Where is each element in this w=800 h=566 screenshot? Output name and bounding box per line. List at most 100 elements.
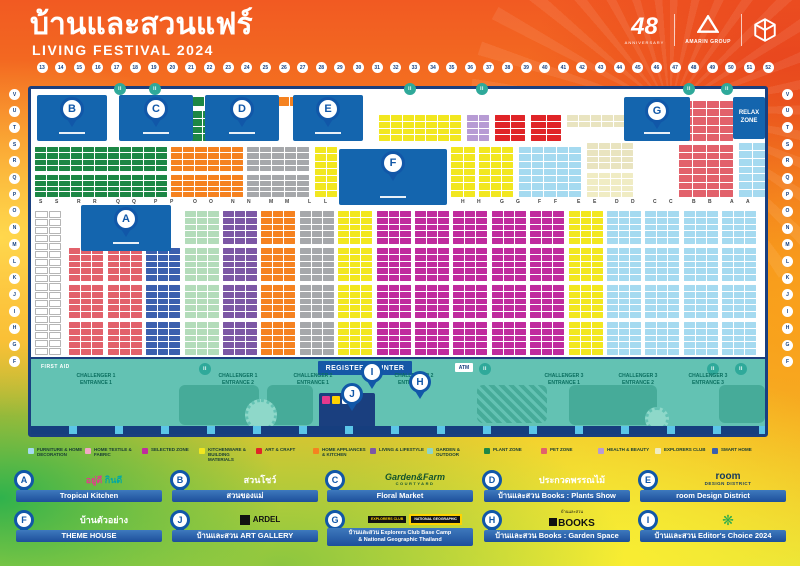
booth-cell <box>92 254 103 261</box>
booth-cell <box>580 298 592 305</box>
booth-cell <box>388 254 400 261</box>
booth-cell <box>311 349 323 355</box>
booth-cell <box>610 191 622 197</box>
booth-cell <box>300 238 311 244</box>
booth-cell <box>531 147 544 154</box>
booth-cell <box>400 261 411 268</box>
booth-cell <box>645 211 656 217</box>
booth-cell <box>706 182 720 190</box>
category-label: Garden & Outdoor <box>436 447 461 458</box>
booth-cell <box>476 291 487 298</box>
booth-cell <box>361 305 372 312</box>
booth-cell <box>361 298 372 305</box>
booth-cell <box>169 335 180 342</box>
booth-cell <box>223 335 234 342</box>
booth-cell <box>556 168 569 176</box>
zone-name-bar-B: สวนของแม่ <box>172 490 318 502</box>
booth-cell <box>272 159 284 165</box>
booth-block-khaki <box>567 115 625 127</box>
booth-cell <box>415 349 426 355</box>
booth-cell <box>530 248 541 254</box>
booth-cell <box>69 291 80 298</box>
booth-cell <box>695 285 707 291</box>
booth-cell <box>35 243 48 251</box>
entrance-label-6: CHALLENGER 3 ENTRANCE 2 <box>603 373 673 387</box>
booth-cell <box>426 224 438 231</box>
booth-cell <box>377 238 388 244</box>
booth-cell <box>569 224 580 231</box>
booth-cell <box>645 342 656 349</box>
booth-cell <box>610 149 622 156</box>
booth-cell <box>131 180 143 186</box>
booth-cell <box>349 342 361 349</box>
booth-cell <box>592 285 603 291</box>
booth-cell <box>146 285 157 291</box>
booth-cell <box>69 248 80 254</box>
booth-block-magenta <box>492 285 526 318</box>
booth-cell <box>246 349 257 355</box>
column-letter-S: S <box>39 199 43 205</box>
booth-cell <box>415 298 426 305</box>
booth-cell <box>630 224 641 231</box>
booth-cell <box>108 328 119 335</box>
booth-cell <box>388 298 400 305</box>
booth-cell <box>192 97 204 106</box>
booth-cell <box>598 143 610 149</box>
booth-cell <box>261 342 272 349</box>
booth-cell <box>695 231 707 238</box>
booth-cell <box>733 312 745 318</box>
booth-cell <box>415 248 426 254</box>
booth-cell <box>83 153 95 159</box>
column-letter-C: C <box>669 199 673 205</box>
booth-cell <box>47 165 59 171</box>
entrance-label-7: CHALLENGER 3 ENTRANCE 3 <box>673 373 743 387</box>
booth-cell <box>326 161 337 168</box>
booth-cell <box>415 211 426 217</box>
booth-cell <box>338 349 349 355</box>
booth-cell <box>569 342 580 349</box>
booth-cell <box>622 185 633 191</box>
booth-cell <box>515 224 526 231</box>
booth-cell <box>569 168 581 176</box>
booth-cell <box>349 322 361 328</box>
booth-cell <box>169 349 180 355</box>
logo-separator <box>674 14 676 46</box>
booth-cell <box>580 322 592 328</box>
booth-block-pinkred <box>108 322 142 355</box>
restroom-icon: ii <box>476 83 488 95</box>
grid-number-17: 17 <box>110 62 122 73</box>
booth-cell <box>569 183 581 190</box>
booth-cell <box>733 254 745 261</box>
booth-cell <box>300 291 311 298</box>
booth-cell <box>476 238 487 244</box>
booth-cell <box>722 349 733 355</box>
booth-cell <box>131 147 143 153</box>
booth-cell <box>323 268 334 275</box>
booth-cell <box>569 268 580 275</box>
booth-cell <box>377 328 388 335</box>
booth-cell <box>510 115 525 121</box>
booth-cell <box>388 328 400 335</box>
booth-cell <box>311 305 323 312</box>
category-legend-item: Kitchenware & Building Materials <box>199 447 255 463</box>
map-pin-head-C: C <box>144 97 168 121</box>
booth-cell <box>515 254 526 261</box>
booth-cell <box>510 121 525 128</box>
booth-cell <box>35 323 48 331</box>
booth-cell <box>464 211 476 217</box>
booth-cell <box>464 298 476 305</box>
booth-cell <box>338 305 349 312</box>
booth-cell <box>495 121 510 128</box>
booth-cell <box>196 231 208 238</box>
booth-block-magenta <box>415 248 449 281</box>
booth-cell <box>48 251 61 259</box>
booth-cell <box>706 109 720 117</box>
booth-cell <box>157 328 169 335</box>
booth-cell <box>492 305 503 312</box>
booth-cell <box>707 248 718 254</box>
booth-cell <box>234 342 246 349</box>
booth-cell <box>476 285 487 291</box>
booth-cell <box>587 163 598 169</box>
booth-cell <box>530 305 541 312</box>
booth-cell <box>580 328 592 335</box>
